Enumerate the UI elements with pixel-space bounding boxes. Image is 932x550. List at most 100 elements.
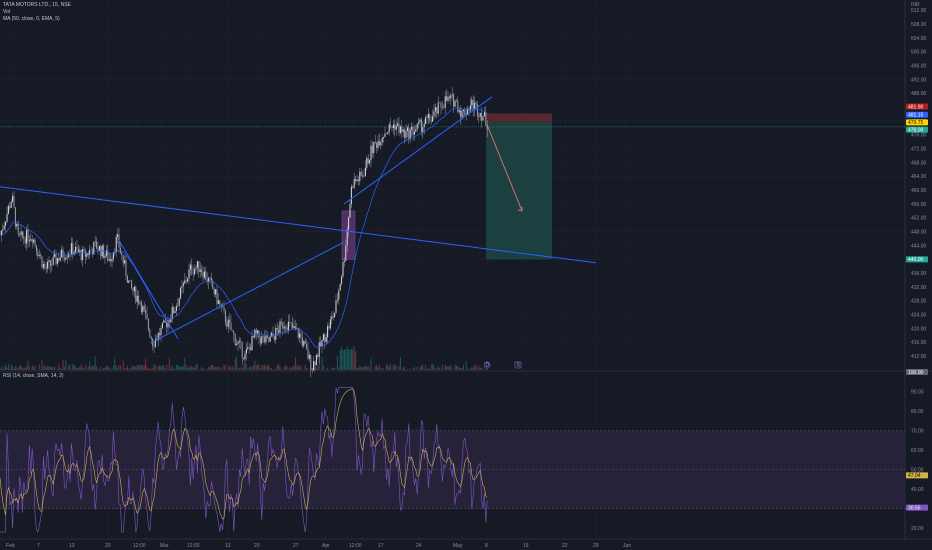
volume-bar bbox=[63, 366, 65, 370]
support-trendline[interactable] bbox=[343, 96, 493, 205]
volume-bar bbox=[304, 365, 306, 370]
candle-body bbox=[481, 112, 483, 121]
time-tick-label: 13 bbox=[225, 543, 231, 549]
volume-bar bbox=[110, 368, 112, 370]
rsi-legend[interactable]: RSI (14, close, SMA, 14, 2) bbox=[3, 373, 64, 379]
volume-bar bbox=[118, 364, 120, 370]
candle-body bbox=[83, 249, 85, 251]
candle-body bbox=[427, 114, 429, 119]
candle-body bbox=[437, 102, 439, 114]
volume-bar bbox=[336, 356, 338, 370]
volume-bar bbox=[398, 366, 400, 370]
volume-bar bbox=[147, 368, 149, 370]
symbol-legend[interactable]: TATA MOTORS LTD., 15, NSE bbox=[3, 2, 71, 8]
volume-bar bbox=[254, 360, 256, 370]
candle-body bbox=[367, 157, 369, 164]
time-tick-label: 27 bbox=[293, 543, 299, 549]
candle-body bbox=[117, 234, 119, 238]
rsi-tag bbox=[906, 369, 928, 375]
candle-body bbox=[28, 240, 30, 242]
candle-body bbox=[329, 319, 331, 329]
candle-body bbox=[65, 258, 67, 260]
volume-bar bbox=[236, 356, 238, 370]
candle-body bbox=[350, 186, 352, 205]
candle-body bbox=[243, 357, 245, 360]
volume-bar bbox=[54, 365, 56, 370]
candle-body bbox=[444, 96, 446, 108]
volume-bar bbox=[210, 364, 212, 370]
ma-legend[interactable]: MA (50, close, 0, EMA, 5) bbox=[3, 16, 60, 22]
rsi-pane bbox=[0, 387, 905, 533]
stop-loss-zone[interactable] bbox=[486, 113, 552, 122]
candle-body bbox=[339, 283, 341, 291]
candle-body bbox=[124, 260, 126, 264]
candle-body bbox=[160, 328, 162, 336]
volume-bar bbox=[321, 356, 323, 370]
volume-bar bbox=[440, 369, 442, 370]
price-tick-label: 468.00 bbox=[911, 160, 927, 166]
candle-body bbox=[297, 328, 299, 338]
volume-bar bbox=[271, 367, 273, 370]
candle-body bbox=[259, 338, 261, 344]
candle-body bbox=[412, 126, 414, 135]
rsi-ma-line[interactable] bbox=[0, 388, 488, 520]
volume-bar bbox=[289, 367, 291, 370]
candle-body bbox=[72, 243, 74, 255]
ma-line[interactable] bbox=[0, 107, 488, 348]
candle-body bbox=[66, 256, 68, 259]
volume-bar bbox=[41, 360, 43, 370]
volume-bar bbox=[448, 366, 450, 370]
event-marker[interactable] bbox=[514, 361, 522, 369]
rising-trendline[interactable] bbox=[151, 241, 345, 343]
candle-body bbox=[255, 329, 257, 334]
candle-body bbox=[94, 241, 96, 243]
vol-legend[interactable]: Vol bbox=[3, 9, 10, 15]
candle-body bbox=[416, 123, 418, 130]
volume-bar bbox=[175, 364, 177, 370]
price-tag bbox=[906, 103, 928, 110]
candle-body bbox=[48, 260, 50, 262]
rsi-line[interactable] bbox=[0, 387, 488, 533]
volume-bar bbox=[23, 368, 25, 370]
candle-body bbox=[219, 300, 221, 305]
candle-body bbox=[12, 195, 14, 202]
candle-body bbox=[34, 239, 36, 246]
volume-bar bbox=[402, 367, 404, 370]
volume-bar bbox=[362, 367, 364, 370]
volume-bar bbox=[168, 357, 170, 370]
candle-body bbox=[415, 129, 417, 132]
candle-body bbox=[132, 287, 134, 292]
candle-body bbox=[191, 264, 193, 274]
candle-body bbox=[202, 271, 204, 278]
volume-bar bbox=[0, 366, 2, 370]
event-marker[interactable] bbox=[483, 361, 491, 369]
candle-body bbox=[476, 104, 478, 116]
candle-body bbox=[220, 304, 222, 307]
volume-bar bbox=[255, 365, 257, 370]
candle-body bbox=[378, 140, 380, 146]
candle-body bbox=[3, 225, 5, 230]
volume-bar bbox=[380, 369, 382, 370]
volume-bar bbox=[68, 365, 70, 370]
volume-bar bbox=[327, 368, 329, 370]
projection-arrow[interactable] bbox=[486, 124, 523, 212]
volume-bar bbox=[104, 367, 106, 370]
volume-bar bbox=[5, 364, 7, 370]
candle-body bbox=[5, 221, 7, 226]
volume-bar bbox=[10, 364, 12, 370]
candle-body bbox=[140, 302, 142, 313]
price-tick-label: 496.00 bbox=[911, 64, 927, 70]
volume-bar bbox=[413, 367, 415, 370]
candle-body bbox=[52, 256, 54, 265]
candle-body bbox=[327, 326, 329, 338]
target-zone[interactable] bbox=[486, 121, 552, 260]
volume-bar bbox=[188, 365, 190, 370]
volume-bar bbox=[138, 365, 140, 370]
candle-body bbox=[398, 123, 400, 134]
down-trendline-a[interactable] bbox=[117, 238, 179, 340]
volume-bar bbox=[24, 367, 26, 370]
long-trendline[interactable] bbox=[0, 186, 597, 264]
volume-bar bbox=[146, 367, 148, 370]
